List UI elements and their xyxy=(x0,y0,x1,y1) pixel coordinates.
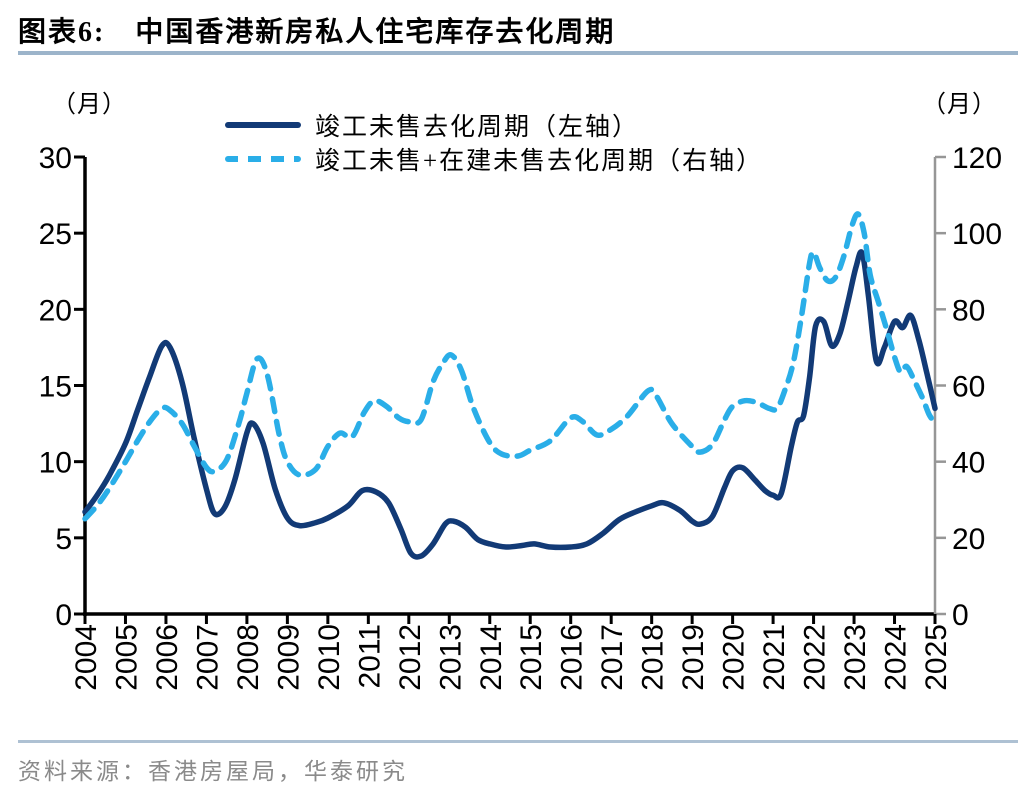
legend: 竣工未售去化周期（左轴） 竣工未售+在建未售去化周期（右轴） xyxy=(225,108,763,176)
svg-text:2018: 2018 xyxy=(637,624,670,691)
legend-label-dashed: 竣工未售+在建未售去化周期（右轴） xyxy=(315,148,764,175)
svg-text:30: 30 xyxy=(39,142,72,175)
legend-item-solid: 竣工未售去化周期（左轴） xyxy=(225,108,763,142)
svg-text:0: 0 xyxy=(55,599,72,632)
svg-text:0: 0 xyxy=(952,599,969,632)
x-axis: 2004 2005 2006 2007 2008 2009 2010 2011 2012 2013… xyxy=(70,614,953,691)
svg-text:15: 15 xyxy=(39,371,72,404)
right-axis-unit-label: （月） xyxy=(922,92,997,118)
figure-title-row: 图表6: 中国香港新房私人住宅库存去化周期 xyxy=(18,10,1018,50)
svg-text:2025: 2025 xyxy=(920,624,953,691)
legend-swatch-dashed-line xyxy=(225,156,301,162)
svg-text:2011: 2011 xyxy=(353,624,386,689)
series-line-solid xyxy=(82,249,938,560)
svg-text:2008: 2008 xyxy=(232,624,265,691)
svg-text:60: 60 xyxy=(952,371,985,404)
svg-text:2017: 2017 xyxy=(596,624,629,691)
figure-title: 中国香港新房私人住宅库存去化周期 xyxy=(135,17,616,48)
svg-text:2022: 2022 xyxy=(799,624,832,691)
figure-title-prefix: 图表6: xyxy=(18,17,106,48)
svg-text:2021: 2021 xyxy=(758,624,791,691)
svg-text:2010: 2010 xyxy=(313,624,346,691)
svg-text:20: 20 xyxy=(39,294,72,327)
svg-text:5: 5 xyxy=(55,523,72,556)
legend-item-dashed: 竣工未售+在建未售去化周期（右轴） xyxy=(225,142,763,176)
left-axis-unit-label: （月） xyxy=(52,92,127,118)
title-underline xyxy=(18,51,1018,55)
svg-text:2005: 2005 xyxy=(110,624,143,691)
y-axis-right: 0 20 40 60 80 100 120 xyxy=(935,142,1002,632)
svg-text:10: 10 xyxy=(39,447,72,480)
svg-text:80: 80 xyxy=(952,294,985,327)
svg-text:120: 120 xyxy=(952,142,1002,175)
svg-text:2013: 2013 xyxy=(434,624,467,691)
svg-text:40: 40 xyxy=(952,447,985,480)
svg-text:2016: 2016 xyxy=(556,624,589,691)
svg-text:2023: 2023 xyxy=(839,624,872,691)
svg-text:2020: 2020 xyxy=(718,624,751,691)
series-line-dashed xyxy=(82,211,938,522)
svg-text:2012: 2012 xyxy=(394,624,427,691)
svg-text:2014: 2014 xyxy=(475,624,508,691)
y-axis-left: 0 5 10 15 20 25 30 xyxy=(39,142,85,632)
legend-label-solid: 竣工未售去化周期（左轴） xyxy=(315,114,640,141)
svg-text:2006: 2006 xyxy=(151,624,184,691)
svg-text:2019: 2019 xyxy=(677,624,710,691)
svg-text:2024: 2024 xyxy=(880,624,913,691)
svg-text:2007: 2007 xyxy=(191,624,224,691)
svg-text:2015: 2015 xyxy=(515,624,548,691)
svg-text:20: 20 xyxy=(952,523,985,556)
svg-text:2009: 2009 xyxy=(272,624,305,691)
svg-text:100: 100 xyxy=(952,218,1002,251)
source-text: 资料来源：香港房屋局，华泰研究 xyxy=(18,759,408,784)
svg-text:25: 25 xyxy=(39,218,72,251)
source-divider xyxy=(18,740,1018,743)
svg-text:2004: 2004 xyxy=(70,624,103,691)
legend-swatch-solid-line xyxy=(225,122,301,128)
